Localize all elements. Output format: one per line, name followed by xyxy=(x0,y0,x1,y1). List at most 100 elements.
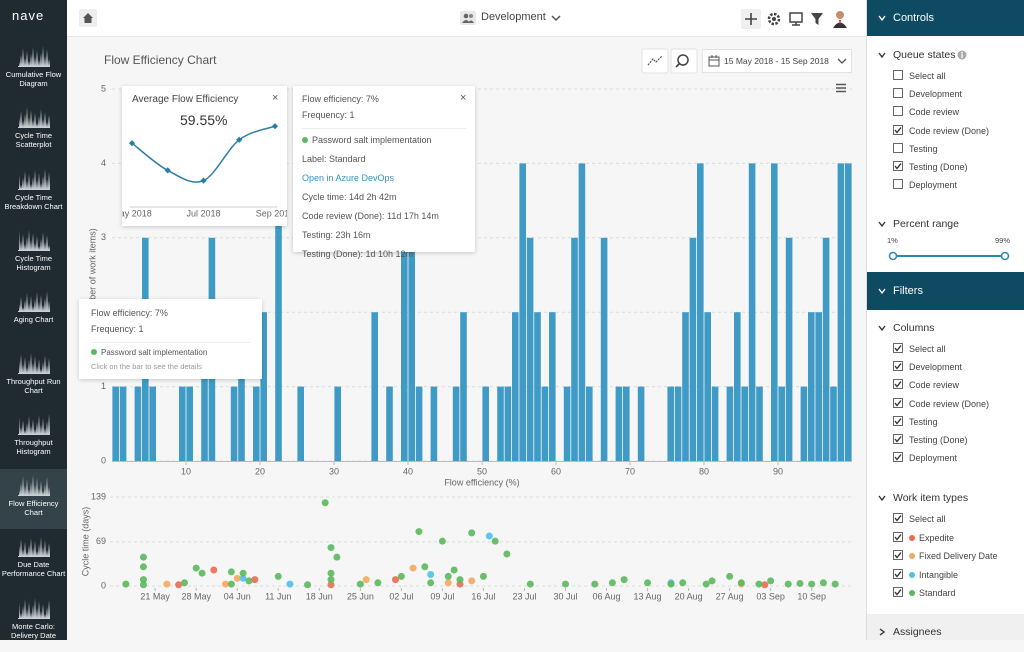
nav-item[interactable]: Cycle Time Breakdown Chart xyxy=(0,163,67,223)
point xyxy=(819,579,827,587)
x-tick-label: 11 Jun xyxy=(265,591,291,601)
close-button[interactable]: × xyxy=(460,92,467,104)
checkbox xyxy=(893,513,903,523)
bar xyxy=(778,386,785,461)
panel-header[interactable]: Filters xyxy=(867,272,1024,310)
bar xyxy=(615,386,623,461)
panel-header[interactable]: Controls xyxy=(867,0,1024,36)
nav-item[interactable]: Throughput Run Chart xyxy=(0,347,67,407)
checkbox xyxy=(893,568,903,579)
bar xyxy=(297,386,304,461)
section-title[interactable]: Work item types xyxy=(893,492,969,504)
point xyxy=(591,580,599,588)
external-link[interactable]: Open in Azure DevOps xyxy=(302,173,395,183)
toolbar-icons[interactable] xyxy=(739,8,854,30)
nav-item[interactable]: Throughput Histogram xyxy=(0,408,67,468)
checkbox-row[interactable]: Code review xyxy=(893,105,959,119)
point xyxy=(468,529,476,537)
checkbox-row[interactable]: Expedite xyxy=(893,531,954,545)
checkbox-row[interactable]: Testing (Done) xyxy=(893,160,968,174)
hint: Click on the bar to see the details xyxy=(91,362,202,371)
bar xyxy=(134,386,142,461)
point xyxy=(175,581,183,589)
nav-icon xyxy=(17,229,50,251)
nav-label: Cycle Time Histogram xyxy=(14,253,53,272)
bar xyxy=(275,163,282,461)
checkbox-row[interactable]: Deployment xyxy=(893,178,957,192)
date-caret xyxy=(837,58,847,64)
checkbox-row[interactable]: Code review (Done) xyxy=(893,124,989,138)
point xyxy=(468,577,476,585)
detail-line: Flow efficiency: 7% xyxy=(302,94,379,104)
checkbox-row[interactable]: Standard xyxy=(893,586,956,600)
checkbox-row[interactable]: Testing (Done) xyxy=(893,433,968,447)
nav-item[interactable]: Cumulative Flow Diagram xyxy=(0,40,67,100)
item-name[interactable]: Password salt implementation xyxy=(312,135,432,145)
bar xyxy=(667,386,674,461)
section-title[interactable]: Queue states xyxy=(893,49,956,61)
info-icon[interactable] xyxy=(957,50,967,60)
checkbox-row[interactable]: Code review (Done) xyxy=(893,397,989,411)
bar xyxy=(623,386,630,461)
checkbox-row[interactable]: Deployment xyxy=(893,451,957,465)
checkbox-row[interactable]: Testing xyxy=(893,415,938,429)
point xyxy=(210,566,218,574)
checkbox-row[interactable]: Development xyxy=(893,360,962,374)
x-tick-label: 80 xyxy=(699,466,709,476)
icon-shape xyxy=(18,46,50,66)
chart-tools[interactable] xyxy=(641,48,701,74)
bar xyxy=(497,386,504,461)
checkbox-row[interactable]: Code review xyxy=(893,378,959,392)
x-tick-label: 04 Jun xyxy=(224,591,251,601)
nav-item[interactable]: Cycle Time Histogram xyxy=(0,224,67,284)
dropdown-caret[interactable] xyxy=(551,14,561,22)
logo[interactable]: nave xyxy=(12,8,45,23)
range-slider[interactable] xyxy=(887,250,1013,262)
checkbox-row[interactable]: Fixed Delivery Date xyxy=(893,549,998,563)
nav-item[interactable]: Monte Carlo: Delivery Date xyxy=(0,592,67,652)
nav-icon xyxy=(17,537,50,558)
bar xyxy=(549,312,556,461)
date-range-picker[interactable]: 15 May 2018 - 15 Sep 2018 xyxy=(702,49,852,73)
bar xyxy=(800,386,808,461)
checkbox-row[interactable]: Testing xyxy=(893,142,938,156)
section-title[interactable]: Assignees xyxy=(893,626,942,638)
chart-menu[interactable] xyxy=(835,83,847,93)
bar xyxy=(238,312,245,461)
checkbox-row[interactable]: Select all xyxy=(893,69,946,83)
bar xyxy=(586,386,593,461)
section-caret xyxy=(878,221,886,228)
nav-label: Monte Carlo: Delivery Date xyxy=(10,621,56,640)
sidebar: nave Cumulative Flow Diagram Cycle Time S… xyxy=(0,0,67,640)
bar xyxy=(253,386,260,461)
point xyxy=(491,537,499,545)
checkbox-row[interactable]: Intangible xyxy=(893,568,958,582)
checkbox-label: Code review (Done) xyxy=(909,398,990,409)
x-tick-label: Jul 2018 xyxy=(186,208,220,218)
checkbox xyxy=(893,161,903,171)
nav-item[interactable]: Flow Efficiency Chart xyxy=(0,469,67,530)
nav-item[interactable]: Due Date Performance Chart xyxy=(0,530,67,590)
section-title[interactable]: Percent range xyxy=(893,218,959,230)
checkbox-row[interactable]: Development xyxy=(893,87,962,101)
checkbox-row[interactable]: Select all xyxy=(893,512,946,526)
home-button[interactable] xyxy=(79,9,97,27)
point xyxy=(321,499,329,507)
point xyxy=(427,579,435,587)
section-title[interactable]: Columns xyxy=(893,322,935,334)
icon-shape xyxy=(18,107,50,128)
detail-field: Label: Standard xyxy=(302,154,366,164)
close-button[interactable]: × xyxy=(272,92,279,104)
nav-item[interactable]: Cycle Time Scatterplot xyxy=(0,101,67,161)
checkbox-row[interactable]: Select all xyxy=(893,342,946,356)
detail-line: Frequency: 1 xyxy=(302,110,355,120)
hover-card: Flow efficiency: 7% Frequency: 1 Passwor… xyxy=(79,299,262,379)
time-line: Testing (Done): 1d 10h 12m xyxy=(302,249,414,259)
x-tick-label: 27 Aug xyxy=(716,591,744,601)
nav-icon xyxy=(17,475,50,497)
project-selector[interactable]: Development xyxy=(481,11,546,23)
marker xyxy=(236,136,243,143)
nav-item[interactable]: Aging Chart xyxy=(0,285,67,345)
assignees-row[interactable] xyxy=(867,614,1024,640)
checkbox-label: Code review (Done) xyxy=(909,125,990,136)
